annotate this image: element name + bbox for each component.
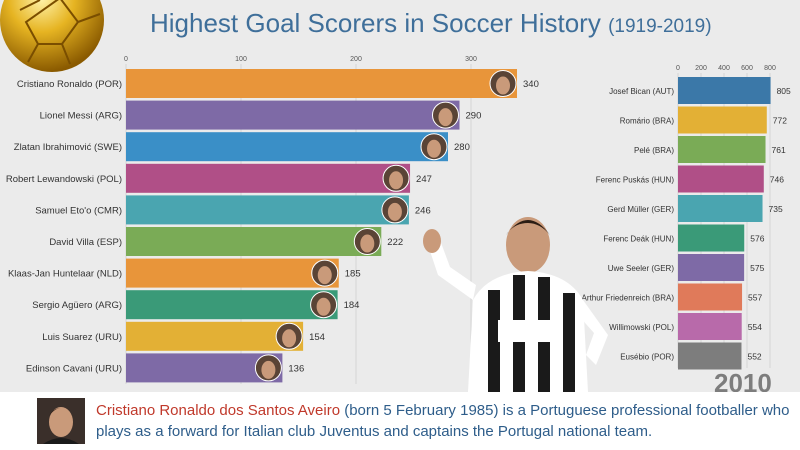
value-label: 735	[769, 204, 783, 214]
player-avatar-face	[427, 139, 441, 158]
bar	[678, 195, 763, 222]
category-label: Ferenc Deák (HUN)	[603, 235, 674, 244]
x-tick-label: 800	[764, 65, 776, 72]
category-label: Eusébio (POR)	[620, 353, 674, 362]
bar	[678, 165, 764, 193]
caption-name: Cristiano Ronaldo dos Santos Aveiro	[96, 402, 341, 419]
bar	[678, 254, 745, 281]
player-avatar-face	[387, 202, 402, 221]
bar	[126, 258, 339, 288]
category-label: Cristiano Ronaldo (POR)	[17, 79, 122, 90]
bar	[678, 342, 742, 370]
title-years: (1919-2019)	[608, 16, 712, 37]
value-label: 772	[773, 116, 787, 126]
bar	[678, 106, 767, 134]
bar	[678, 313, 742, 340]
x-tick-label: 200	[350, 56, 362, 63]
title-main: Highest Goal Scorers in Soccer History	[150, 8, 601, 38]
bar	[126, 290, 338, 320]
value-label: 761	[772, 145, 786, 155]
soccer-ball-icon	[0, 0, 104, 72]
bar	[678, 77, 771, 104]
player-photo	[418, 205, 623, 392]
bar	[126, 132, 448, 162]
bar	[126, 163, 411, 193]
value-label: 184	[344, 300, 360, 311]
player-avatar-face	[316, 297, 331, 316]
bar	[126, 69, 517, 98]
value-label: 154	[309, 332, 325, 343]
category-label: Edinson Cavani (URU)	[26, 363, 122, 374]
x-tick-label: 0	[124, 56, 128, 63]
bar	[678, 224, 745, 252]
x-tick-label: 0	[676, 65, 680, 72]
value-label: 290	[466, 111, 482, 122]
category-label: Klaas-Jan Huntelaar (NLD)	[8, 269, 122, 280]
category-label: Romário (BRA)	[620, 117, 675, 126]
bar	[126, 227, 382, 256]
x-tick-label: 100	[235, 56, 247, 63]
bar-charts: 0 100 200 300 Cristiano Ronaldo (POR) 340 Lion…	[6, 56, 791, 384]
category-label: Willimowski (POL)	[609, 323, 674, 332]
category-label: Uwe Seeler (GER)	[608, 264, 675, 273]
player-avatar-face	[496, 76, 510, 95]
category-label: David Villa (ESP)	[49, 237, 122, 248]
value-label: 576	[750, 234, 764, 244]
value-label: 136	[288, 363, 304, 374]
player-avatar-face	[438, 108, 453, 127]
category-label: Josef Bican (AUT)	[609, 87, 674, 96]
value-label: 222	[387, 237, 403, 248]
bar	[126, 321, 304, 351]
value-label: 340	[523, 79, 539, 90]
value-label: 185	[345, 269, 361, 280]
category-label: Ferenc Puskás (HUN)	[596, 176, 675, 185]
caption-body: (born 5 February 1985) is a Portuguese p…	[96, 402, 790, 440]
bar	[678, 136, 766, 163]
player-avatar-face	[389, 171, 404, 190]
value-label: 805	[777, 86, 791, 96]
category-label: Lionel Messi (ARG)	[40, 111, 122, 122]
category-label: Arthur Friedenreich (BRA)	[582, 294, 675, 303]
category-label: Pelé (BRA)	[634, 146, 674, 155]
value-label: 557	[748, 293, 762, 303]
value-label: 246	[415, 205, 431, 216]
x-tick-label: 600	[741, 65, 753, 72]
caption-text: Cristiano Ronaldo dos Santos Aveiro (bor…	[96, 400, 796, 442]
bar	[126, 195, 409, 225]
value-label: 575	[750, 263, 764, 273]
player-avatar-face	[360, 234, 375, 253]
value-label: 280	[454, 142, 470, 153]
category-label: Luis Suarez (URU)	[42, 332, 122, 343]
x-tick-label: 200	[695, 65, 707, 72]
caption-panel	[0, 392, 800, 450]
player-avatar-face	[317, 266, 332, 285]
value-label: 746	[770, 175, 784, 185]
category-label: Sergio Agüero (ARG)	[32, 300, 122, 311]
category-label: Samuel Eto'o (CMR)	[35, 205, 122, 216]
player-avatar-face	[282, 329, 297, 348]
value-label: 554	[748, 322, 762, 332]
x-tick-label: 400	[718, 65, 730, 72]
bar	[126, 100, 460, 130]
bar	[678, 283, 743, 311]
value-label: 552	[747, 352, 761, 362]
category-label: Robert Lewandowski (POL)	[6, 174, 122, 185]
x-tick-label: 300	[465, 56, 477, 63]
category-label: Gerd Müller (GER)	[607, 205, 674, 214]
player-avatar-face	[261, 360, 276, 379]
value-label: 247	[416, 174, 432, 185]
category-label: Zlatan Ibrahimović (SWE)	[14, 142, 122, 153]
caption-portrait	[37, 398, 85, 444]
chart-title: Highest Goal Scorers in Soccer History (…	[150, 8, 750, 39]
